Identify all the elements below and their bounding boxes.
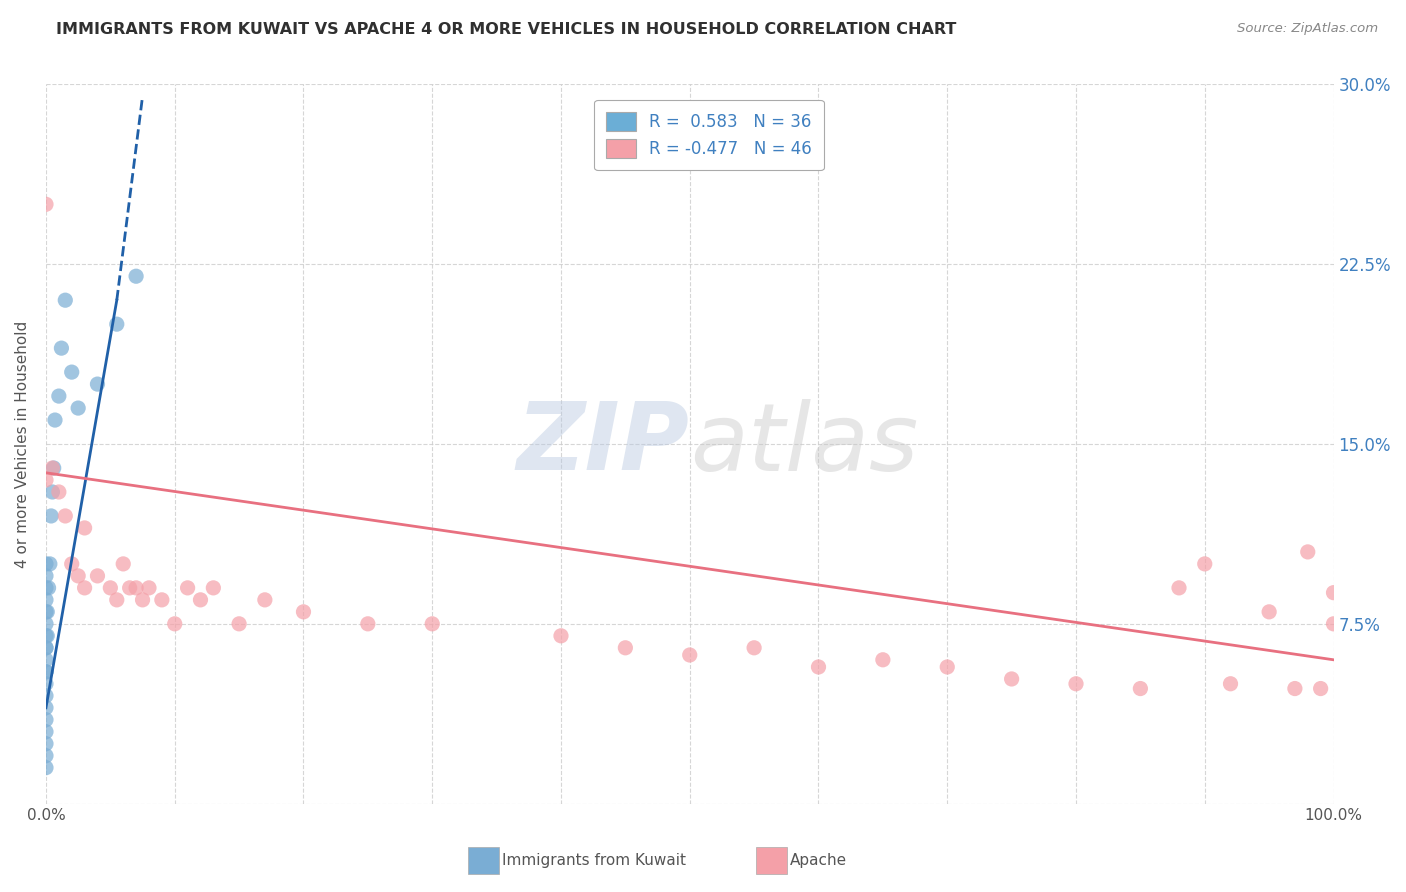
Point [41,461,63,475]
Point [86,377,108,392]
Point [35,581,58,595]
Point [679,648,702,662]
Point [35,713,58,727]
Y-axis label: 4 or more Vehicles in Household: 4 or more Vehicles in Household [15,320,30,567]
Point [35,640,58,655]
Point [614,640,637,655]
Point [39,508,62,523]
Point [138,581,160,595]
Point [176,581,198,595]
Point [1194,557,1216,571]
Point [35,761,58,775]
Point [131,592,153,607]
Point [936,660,959,674]
Point [112,557,135,571]
Point [253,592,276,607]
Point [67,401,90,415]
Point [1258,605,1281,619]
Point [105,317,128,331]
Point [86,569,108,583]
Point [73,581,96,595]
Point [35,665,58,679]
Point [228,616,250,631]
Point [742,640,765,655]
Point [35,605,58,619]
Point [38,581,60,595]
Point [202,581,225,595]
Point [35,616,58,631]
Text: Immigrants from Kuwait: Immigrants from Kuwait [502,854,686,868]
Point [420,616,443,631]
Text: ZIP: ZIP [517,398,690,490]
Point [53,508,76,523]
Point [1322,616,1344,631]
Text: Source: ZipAtlas.com: Source: ZipAtlas.com [1237,22,1378,36]
Point [98,581,121,595]
Point [125,269,148,284]
Point [550,629,572,643]
Point [1322,585,1344,599]
Point [125,581,148,595]
Point [44,413,66,427]
Point [60,365,83,379]
Point [67,569,90,583]
Point [35,592,58,607]
Point [37,605,59,619]
Text: Apache: Apache [790,854,848,868]
Point [35,689,58,703]
Point [35,629,58,643]
Point [60,557,83,571]
Point [163,616,186,631]
Point [1129,681,1152,696]
Point [35,569,58,583]
Point [35,724,58,739]
Point [42,461,65,475]
Point [35,640,58,655]
Point [35,677,58,691]
Point [35,748,58,763]
Point [35,737,58,751]
Point [35,473,58,487]
Point [1168,581,1191,595]
Point [48,389,70,403]
Point [51,341,73,355]
Point [48,485,70,500]
Point [1296,545,1319,559]
Point [292,605,315,619]
Point [872,653,894,667]
Point [1284,681,1306,696]
Point [118,581,141,595]
Point [1309,681,1331,696]
Point [105,592,128,607]
Point [357,616,380,631]
Point [73,521,96,535]
Text: IMMIGRANTS FROM KUWAIT VS APACHE 4 OR MORE VEHICLES IN HOUSEHOLD CORRELATION CHA: IMMIGRANTS FROM KUWAIT VS APACHE 4 OR MO… [56,22,956,37]
Point [1064,677,1087,691]
Point [38,557,60,571]
Point [35,197,58,211]
Legend: R =  0.583   N = 36, R = -0.477   N = 46: R = 0.583 N = 36, R = -0.477 N = 46 [595,100,824,170]
Point [35,665,58,679]
Point [53,293,76,308]
Point [35,557,58,571]
Point [1001,672,1024,686]
Point [41,485,63,500]
Point [1219,677,1241,691]
Point [150,592,173,607]
Text: atlas: atlas [690,399,918,490]
Point [190,592,212,607]
Point [807,660,830,674]
Point [35,700,58,714]
Point [37,629,59,643]
Point [35,653,58,667]
